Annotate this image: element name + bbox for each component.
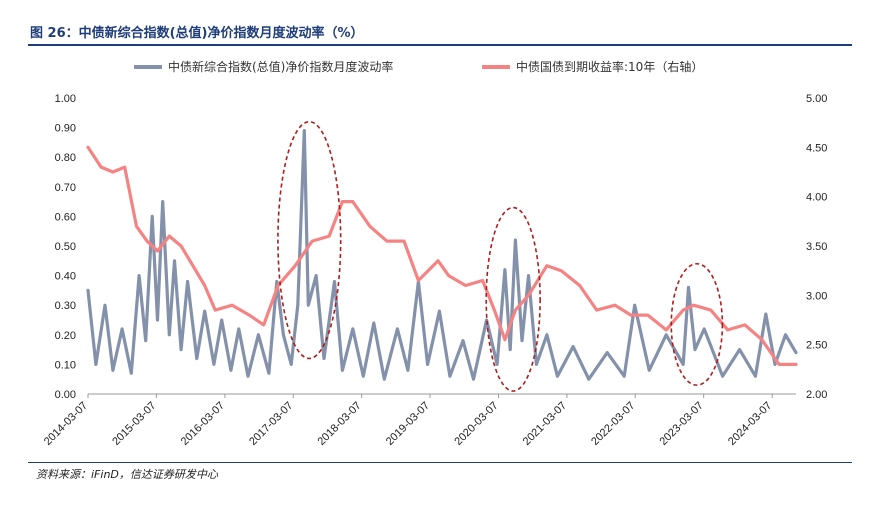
y-left-tick-label: 0.60 — [55, 211, 76, 223]
x-tick-label: 2014-03-07 — [42, 400, 90, 448]
x-tick-label: 2022-03-07 — [589, 400, 637, 448]
x-tick-label: 2017-03-07 — [247, 400, 295, 448]
y-right-tick-label: 2.50 — [806, 340, 827, 352]
x-axis: 2014-03-07 2015-03-07 2016-03-07 2017-03-07… — [42, 393, 796, 448]
figure-title: 图 26：中债新综合指数(总值)净价指数月度波动率（%） — [30, 26, 364, 41]
highlight-ellipse — [485, 206, 541, 392]
y-left-tick-label: 0.30 — [55, 300, 76, 312]
highlight-ellipse — [670, 262, 724, 386]
volatility-series-line — [86, 129, 798, 381]
y-left-tick-label: 0.10 — [55, 359, 76, 371]
y-right-tick-label: 3.50 — [806, 241, 827, 253]
highlight-layer — [277, 120, 724, 392]
y-left-tick-label: 0.70 — [55, 182, 76, 194]
y-axis-right: 2.00 2.50 3.00 3.50 4.00 4.50 5.00 — [806, 93, 827, 401]
y-left-tick-label: 0.20 — [55, 330, 76, 342]
y-left-tick-label: 0.50 — [55, 241, 76, 253]
chart-svg: 中债新综合指数(总值)净价指数月度波动率 中债国债到期收益率:10年（右轴） 0… — [42, 59, 828, 448]
x-tick-label: 2015-03-07 — [110, 400, 158, 448]
x-tick-label: 2020-03-07 — [452, 400, 500, 448]
footer-rule — [28, 462, 852, 463]
source-note: 资料来源：iFinD，信达证券研发中心 — [36, 468, 218, 481]
y-left-tick-label: 0.80 — [55, 152, 76, 164]
y-axis-left: 0.00 0.10 0.20 0.30 0.40 0.50 0.60 0.70 0.80 0.90… — [55, 93, 76, 401]
y-left-tick-label: 0.90 — [55, 123, 76, 135]
x-tick-label: 2021-03-07 — [521, 400, 569, 448]
legend: 中债新综合指数(总值)净价指数月度波动率 中债国债到期收益率:10年（右轴） — [134, 59, 703, 74]
x-tick-label: 2018-03-07 — [315, 400, 363, 448]
title-rule — [28, 44, 852, 46]
y-right-tick-label: 2.00 — [806, 389, 827, 401]
x-tick-label: 2023-03-07 — [657, 400, 705, 448]
y-right-tick-label: 3.00 — [806, 290, 827, 302]
highlight-ellipse — [277, 120, 342, 360]
y-right-tick-label: 5.00 — [806, 93, 827, 105]
series-layer — [86, 129, 798, 381]
legend-label-yield: 中债国债到期收益率:10年（右轴） — [516, 59, 703, 74]
x-tick-label: 2016-03-07 — [179, 400, 227, 448]
x-tick-label: 2019-03-07 — [384, 400, 432, 448]
yield-series-line — [86, 145, 798, 366]
y-right-tick-label: 4.00 — [806, 192, 827, 204]
y-left-tick-label: 0.40 — [55, 271, 76, 283]
x-tick-label: 2024-03-07 — [726, 400, 774, 448]
y-right-tick-label: 4.50 — [806, 142, 827, 154]
legend-label-vol: 中债新综合指数(总值)净价指数月度波动率 — [168, 59, 393, 74]
y-left-tick-label: 0.00 — [55, 389, 76, 401]
y-left-tick-label: 1.00 — [55, 93, 76, 105]
